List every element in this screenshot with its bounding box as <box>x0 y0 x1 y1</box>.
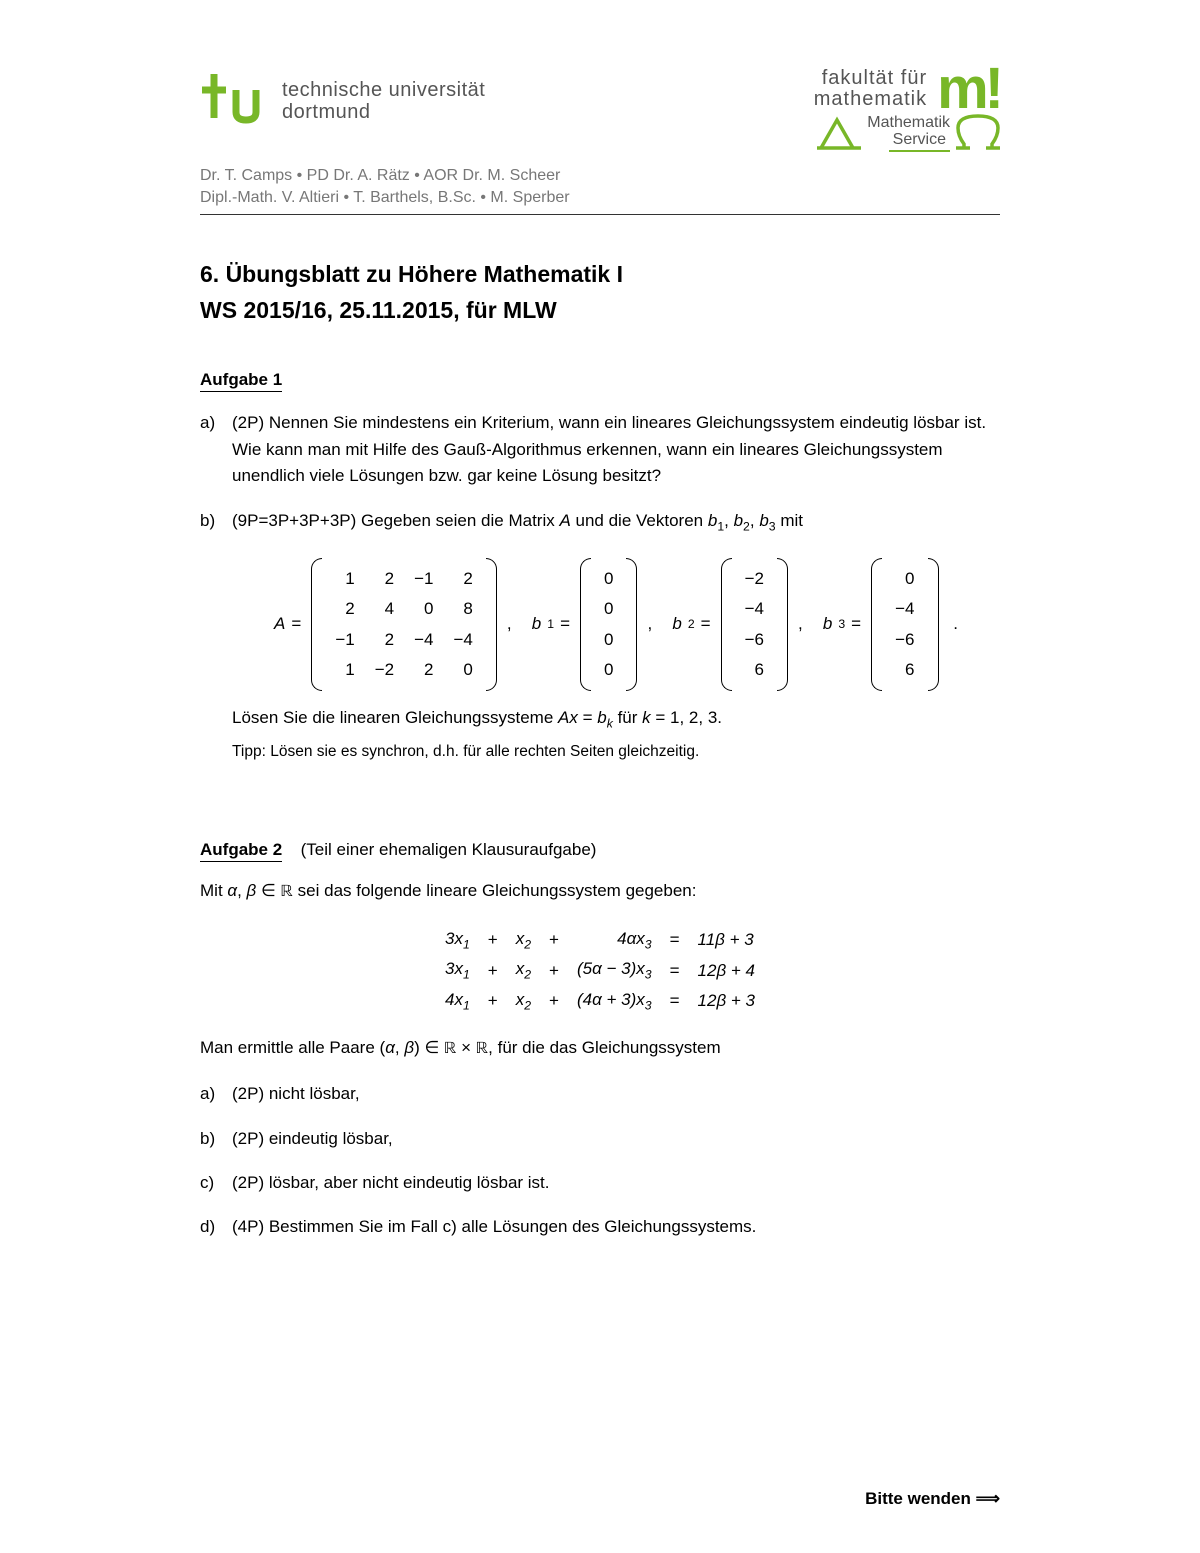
aufgabe-1: Aufgabe 1 a) (2P) Nennen Sie mindestens … <box>200 328 1000 763</box>
aufgabe-1-a: a) (2P) Nennen Sie mindestens ein Kriter… <box>200 410 1000 489</box>
aufgabe-2-intro: Mit α, β ∈ ℝ sei das folgende lineare Gl… <box>200 878 1000 906</box>
aufgabe-2-heading: Aufgabe 2 <box>200 840 282 862</box>
aufgabe-2-post: Man ermittle alle Paare (α, β) ∈ ℝ × ℝ, … <box>200 1035 1000 1063</box>
service-line1: Mathematik <box>867 115 950 132</box>
faculty-text: fakultät für mathematik <box>814 68 927 110</box>
vector-b3: 0−4−66 <box>871 558 938 691</box>
matrix-equation: A = 12−122408−12−4−41−220, b1 = 0000, b2… <box>232 558 1000 691</box>
solve-instruction: Lösen Sie die linearen Gleichungssysteme… <box>232 705 1000 733</box>
tu-line1: technische universität <box>282 79 485 101</box>
aufgabe-1-b: b) (9P=3P+3P+3P) Gegeben seien die Matri… <box>200 508 1000 764</box>
matrix-A: 12−122408−12−4−41−220 <box>311 558 497 691</box>
item-marker: c) <box>200 1170 222 1196</box>
page-header: technische universität dortmund fakultät… <box>200 70 1000 215</box>
sheet-title: 6. Übungsblatt zu Höhere Mathematik I WS… <box>200 257 1000 328</box>
aufgabe-2-a: a) (2P) nicht lösbar, <box>200 1081 1000 1107</box>
turn-page-note: Bitte wenden ⟹ <box>865 1489 1000 1509</box>
fak-line1: fakultät für <box>814 68 927 89</box>
item-text: (2P) lösbar, aber nicht eindeutig lösbar… <box>232 1170 550 1196</box>
aufgabe-2: Aufgabe 2 (Teil einer ehemaligen Klausur… <box>200 798 1000 1241</box>
aufgabe-2-d: d) (4P) Bestimmen Sie im Fall c) alle Lö… <box>200 1214 1000 1240</box>
tu-line2: dortmund <box>282 101 485 123</box>
vector-b1: 0000 <box>580 558 637 691</box>
lambda-icon <box>817 114 861 152</box>
tip-line: Tipp: Lösen sie es synchron, d.h. für al… <box>232 740 1000 764</box>
vector-b2: −2−4−66 <box>721 558 788 691</box>
aufgabe-2-note: (Teil einer ehemaligen Klausuraufgabe) <box>301 840 597 859</box>
lecturers-line2: Dipl.-Math. V. Altieri • T. Barthels, B.… <box>200 187 1000 209</box>
item-marker: a) <box>200 1081 222 1107</box>
item-marker: b) <box>200 1126 222 1152</box>
m-bang-icon: m! <box>937 66 1000 112</box>
item-text: (2P) Nennen Sie mindestens ein Kriterium… <box>232 410 1000 489</box>
item-text: (2P) eindeutig lösbar, <box>232 1126 393 1152</box>
item-text: (2P) nicht lösbar, <box>232 1081 360 1107</box>
item-marker: a) <box>200 410 222 489</box>
item-marker: b) <box>200 508 222 764</box>
lecturer-list: Dr. T. Camps • PD Dr. A. Rätz • AOR Dr. … <box>200 165 1000 208</box>
item-marker: d) <box>200 1214 222 1240</box>
service-text: Mathematik Service <box>867 115 950 152</box>
aufgabe-2-c: c) (2P) lösbar, aber nicht eindeutig lös… <box>200 1170 1000 1196</box>
service-line2: Service <box>889 132 950 152</box>
item-intro: (9P=3P+3P+3P) Gegeben seien die Matrix A… <box>232 508 1000 536</box>
tu-text: technische universität dortmund <box>282 79 485 123</box>
header-rule <box>200 214 1000 215</box>
omega-icon <box>956 114 1000 152</box>
aufgabe-2-b: b) (2P) eindeutig lösbar, <box>200 1126 1000 1152</box>
faculty-logo-block: fakultät für mathematik m! Mathematik Se… <box>814 66 1000 152</box>
fak-line2: mathematik <box>814 89 927 110</box>
aufgabe-1-heading: Aufgabe 1 <box>200 370 282 392</box>
tu-logo-icon <box>200 70 270 131</box>
equation-system: 3x1+x2+ 4αx3=11β + 3 3x1+x2+ (5α − 3)x3=… <box>435 924 765 1017</box>
title-line2: WS 2015/16, 25.11.2015, für MLW <box>200 293 1000 329</box>
title-line1: 6. Übungsblatt zu Höhere Mathematik I <box>200 257 1000 293</box>
lecturers-line1: Dr. T. Camps • PD Dr. A. Rätz • AOR Dr. … <box>200 165 1000 187</box>
item-text: (4P) Bestimmen Sie im Fall c) alle Lösun… <box>232 1214 756 1240</box>
